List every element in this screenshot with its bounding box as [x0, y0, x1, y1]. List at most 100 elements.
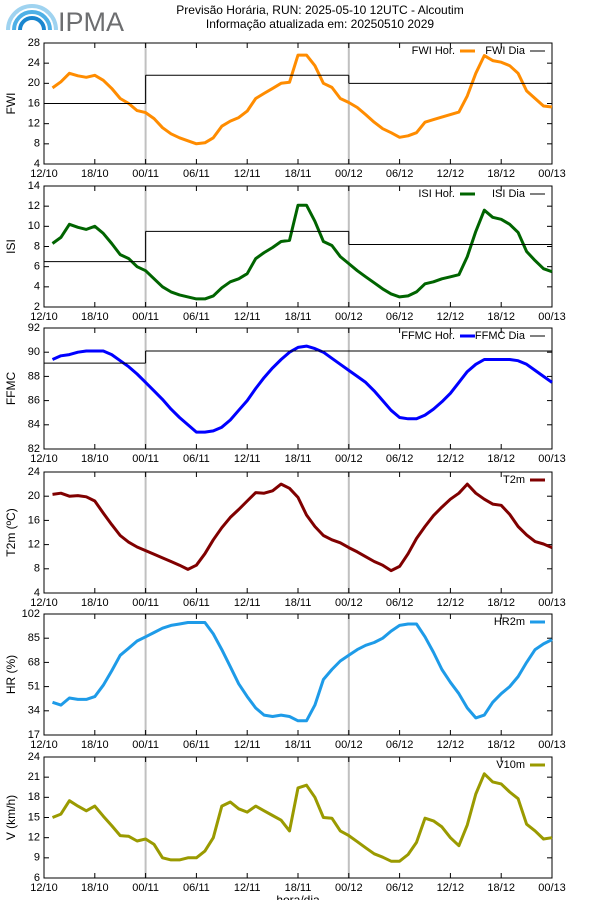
x-tick-label: 00/12: [335, 739, 363, 751]
x-tick-label: 06/11: [183, 168, 210, 180]
x-tick-label: 12/10: [30, 168, 58, 180]
x-tick-label: 12/12: [437, 739, 465, 751]
y-tick-label: 85: [28, 632, 40, 644]
y-tick-label: 15: [28, 811, 40, 823]
x-tick-label: 12/11: [234, 311, 261, 323]
x-tick-label: 06/12: [386, 453, 414, 465]
plot-frame: [43, 756, 553, 879]
y-tick-label: 8: [34, 138, 40, 150]
x-tick-label: 06/11: [183, 311, 210, 323]
x-tick-label: 00/12: [335, 597, 363, 609]
x-tick-label: 18/12: [487, 882, 515, 894]
plot-frame: [43, 185, 553, 308]
x-tick-label: 12/11: [234, 597, 261, 609]
legend-label: T2m: [503, 474, 525, 486]
y-tick-label: 18: [28, 791, 40, 803]
y-tick-label: 21: [28, 771, 40, 783]
legend-label: FFMC Dia: [475, 330, 526, 342]
x-axis-label: hora/dia: [276, 893, 320, 900]
legend-label: ISI Dia: [492, 188, 526, 200]
x-tick-label: 12/10: [30, 739, 58, 751]
x-tick-label: 06/12: [386, 882, 414, 894]
series-line: [52, 482, 553, 573]
y-tick-label: 9: [34, 852, 40, 864]
x-tick-label: 00/13: [538, 311, 566, 323]
y-tick-label: 4: [34, 158, 40, 170]
legend-label: HR2m: [494, 616, 525, 628]
x-tick-label: 18/10: [81, 882, 109, 894]
x-tick-label: 00/12: [335, 168, 363, 180]
y-tick-label: 20: [28, 77, 40, 89]
x-tick-label: 00/13: [538, 597, 566, 609]
y-tick-label: 16: [28, 97, 40, 109]
plot-frame: [43, 327, 553, 450]
y-axis-label: FFMC: [4, 372, 18, 406]
y-tick-label: 4: [34, 281, 40, 293]
x-tick-label: 00/11: [132, 168, 159, 180]
subtitle: Informação atualizada em: 20250510 2029: [206, 17, 434, 31]
y-tick-label: 17: [28, 729, 40, 741]
y-tick-label: 16: [28, 514, 40, 526]
y-axis-label: FWI: [4, 93, 18, 115]
x-tick-label: 00/13: [538, 168, 566, 180]
y-tick-label: 8: [34, 240, 40, 252]
y-tick-label: 84: [28, 419, 40, 431]
y-tick-label: 88: [28, 370, 40, 382]
legend-label: FFMC Hor.: [401, 330, 455, 342]
legend-label: V10m: [496, 759, 525, 771]
x-tick-label: 00/11: [132, 311, 159, 323]
legend-label: FWI Hor.: [412, 45, 455, 57]
y-tick-label: 24: [28, 57, 40, 69]
y-tick-label: 12: [28, 200, 40, 212]
y-tick-label: 4: [34, 587, 40, 599]
y-tick-label: 8: [34, 563, 40, 575]
x-tick-label: 18/10: [81, 168, 109, 180]
x-tick-label: 18/12: [487, 311, 515, 323]
y-axis-label: T2m (ºC): [4, 508, 18, 556]
x-tick-label: 12/10: [30, 453, 58, 465]
logo-arc: [12, 10, 52, 31]
legend-label: FWI Dia: [485, 45, 526, 57]
series-line: [52, 621, 553, 723]
logo: IPMA: [6, 4, 124, 37]
x-tick-label: 18/11: [285, 168, 312, 180]
y-tick-label: 14: [28, 180, 40, 192]
panel: 17 34 51 68 85 102 12/10 18/10 00/11 06/11 12/11 18…: [4, 608, 566, 751]
y-tick-label: 10: [28, 220, 40, 232]
y-tick-label: 12: [28, 118, 40, 130]
y-tick-label: 12: [28, 539, 40, 551]
x-tick-label: 18/12: [487, 168, 515, 180]
x-tick-label: 12/12: [437, 168, 465, 180]
x-tick-label: 06/11: [183, 882, 210, 894]
x-tick-label: 00/11: [132, 597, 159, 609]
x-tick-label: 12/11: [234, 882, 261, 894]
panel: 4 8 12 16 20 24 28 12/10 18/10 00/11 06/11 12/11 18/…: [4, 37, 566, 180]
x-tick-label: 18/10: [81, 597, 109, 609]
logo-arc: [18, 16, 46, 31]
x-tick-label: 06/11: [183, 453, 210, 465]
x-tick-label: 00/12: [335, 882, 363, 894]
x-tick-label: 00/12: [335, 453, 363, 465]
x-tick-label: 12/12: [437, 453, 465, 465]
y-tick-label: 24: [28, 751, 40, 763]
x-tick-label: 18/12: [487, 453, 515, 465]
x-tick-label: 12/11: [234, 739, 261, 751]
x-tick-label: 00/11: [132, 739, 159, 751]
legend-label: ISI Hor.: [418, 188, 455, 200]
x-tick-label: 00/11: [132, 453, 159, 465]
x-tick-label: 06/12: [386, 597, 414, 609]
y-tick-label: 102: [22, 608, 40, 620]
panel: 4 8 12 16 20 24 12/10 18/10 00/11 06/11 12/11 18/11…: [4, 466, 566, 609]
x-tick-label: 18/10: [81, 311, 109, 323]
x-tick-label: 00/11: [132, 882, 159, 894]
x-tick-label: 12/12: [437, 597, 465, 609]
y-tick-label: 82: [28, 443, 40, 455]
series-line: [51, 53, 553, 146]
y-tick-label: 12: [28, 832, 40, 844]
x-tick-label: 12/10: [30, 311, 58, 323]
y-tick-label: 34: [28, 705, 40, 717]
x-tick-label: 18/11: [285, 311, 312, 323]
x-tick-label: 00/13: [538, 453, 566, 465]
y-axis-label: HR (%): [4, 655, 18, 694]
